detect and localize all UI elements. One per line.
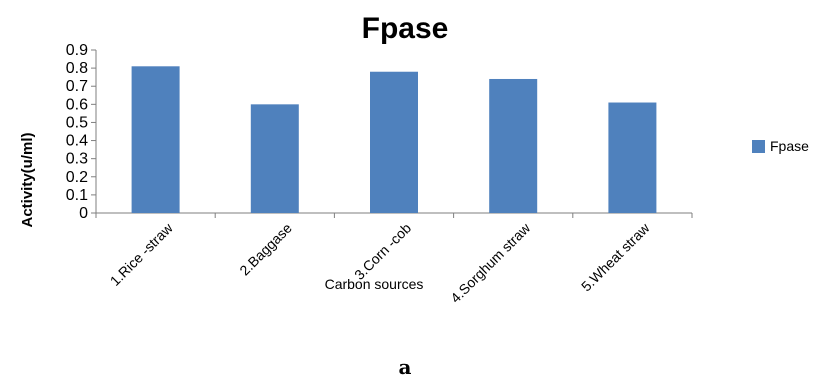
x-tick-label: 1.Rice -straw	[107, 219, 177, 289]
x-tick-label: 2.Baggase	[236, 220, 295, 279]
bar	[131, 66, 180, 213]
y-tick-label: 0.5	[66, 114, 88, 131]
y-tick-label: 0.2	[66, 169, 88, 186]
legend-label: Fpase	[770, 138, 809, 154]
x-tick-label: 3.Corn -cob	[351, 220, 414, 283]
y-tick-label: 0.9	[66, 42, 88, 59]
y-tick-label: 0.3	[66, 151, 88, 168]
y-axis: 00.10.20.30.4 0.50.60.70.80.9	[66, 42, 97, 222]
y-tick-label: 0	[79, 205, 88, 222]
x-axis-label: Carbon sources	[325, 276, 424, 292]
y-tick-label: 0.7	[66, 78, 88, 95]
bar	[250, 104, 299, 213]
bar	[608, 102, 657, 213]
bar-series	[131, 66, 657, 213]
category-labels: 1.Rice -straw 2.Baggase 3.Corn -cob 4.Sorgh…	[107, 219, 653, 306]
figure-caption: a	[399, 355, 412, 379]
y-tick-label: 0.8	[66, 60, 88, 77]
x-tick-label: 5.Wheat straw	[578, 219, 653, 294]
chart-title: Fpase	[362, 12, 449, 45]
legend-swatch	[752, 140, 765, 153]
y-axis-label: Activity(u/ml)	[19, 132, 36, 227]
y-tick-label: 0.1	[66, 187, 88, 204]
y-tick-label: 0.6	[66, 96, 88, 113]
x-axis	[95, 212, 693, 218]
bar	[370, 71, 418, 213]
legend: Fpase	[752, 138, 809, 154]
x-tick-label: 4.Sorghum straw	[447, 219, 534, 306]
y-tick-label: 0.4	[66, 133, 88, 150]
bar	[489, 78, 538, 213]
